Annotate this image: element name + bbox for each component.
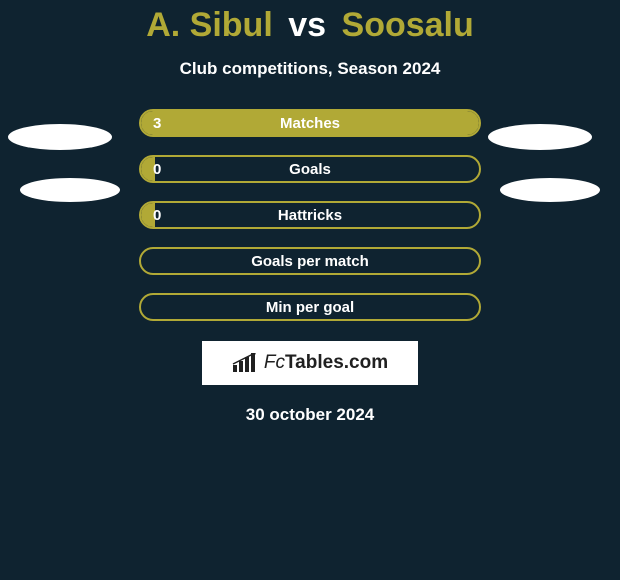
stat-bar: Min per goal xyxy=(139,293,481,321)
stats-card: A. Sibul vs Soosalu Club competitions, S… xyxy=(0,0,620,425)
decorative-ellipse xyxy=(8,124,112,150)
stat-bar: 0Hattricks xyxy=(139,201,481,229)
bar-label: Matches xyxy=(141,115,479,132)
stat-row: Min per goal xyxy=(0,293,620,321)
source-logo: FcTables.com xyxy=(202,341,418,385)
decorative-ellipse xyxy=(488,124,592,150)
date: 30 october 2024 xyxy=(0,405,620,425)
decorative-ellipse xyxy=(20,178,120,202)
player1-name: A. Sibul xyxy=(146,6,273,44)
stat-row: Goals per match xyxy=(0,247,620,275)
decorative-ellipse xyxy=(500,178,600,202)
subtitle: Club competitions, Season 2024 xyxy=(0,59,620,79)
vs-text: vs xyxy=(288,6,326,44)
stat-bar: Goals per match xyxy=(139,247,481,275)
bar-chart-icon xyxy=(232,353,258,373)
logo-text: FcTables.com xyxy=(264,352,388,374)
title: A. Sibul vs Soosalu xyxy=(0,6,620,45)
bar-label: Hattricks xyxy=(141,207,479,224)
bar-label: Goals xyxy=(141,161,479,178)
stat-bar: 3Matches xyxy=(139,109,481,137)
player2-name: Soosalu xyxy=(342,6,474,44)
stat-bar: 0Goals xyxy=(139,155,481,183)
bar-label: Min per goal xyxy=(141,299,479,316)
bar-label: Goals per match xyxy=(141,253,479,270)
stat-row: 0Hattricks xyxy=(0,201,620,229)
